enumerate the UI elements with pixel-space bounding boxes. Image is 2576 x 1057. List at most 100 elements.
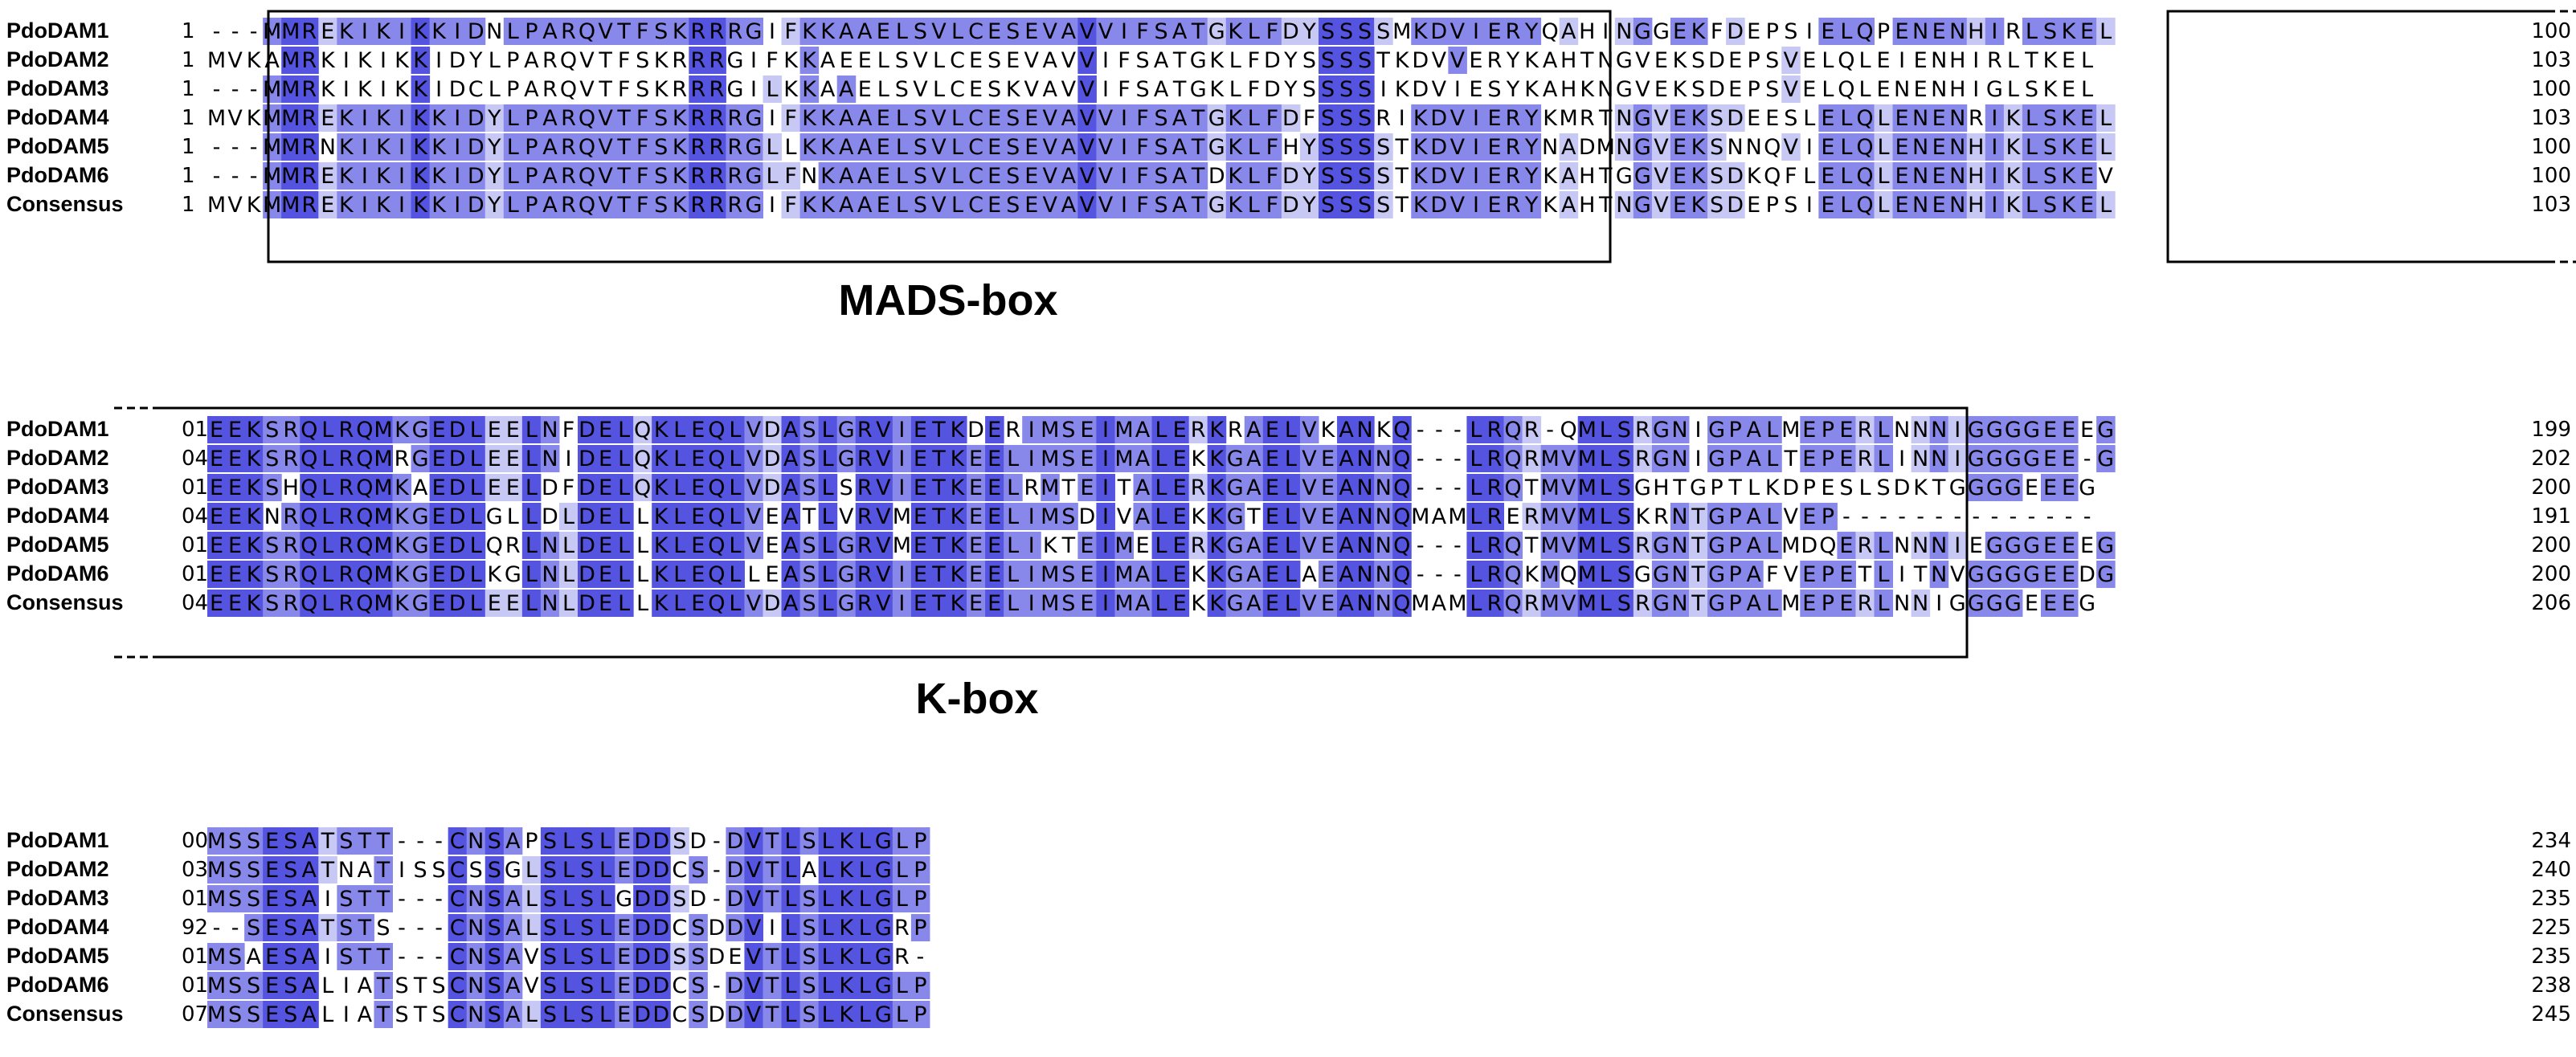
residue: K	[1191, 562, 1206, 587]
residue: E	[265, 887, 279, 912]
residue: E	[321, 19, 334, 44]
residue: S	[840, 475, 853, 500]
residue: L	[1840, 106, 1852, 131]
residue: V	[1450, 19, 1466, 44]
residue: -	[398, 916, 406, 941]
residue: L	[562, 887, 574, 912]
residue: I	[399, 106, 405, 131]
residue: M	[207, 973, 226, 998]
residue: S	[432, 858, 446, 883]
residue-shade	[763, 133, 783, 161]
residue-shade	[707, 47, 726, 74]
residue: K	[1691, 135, 1707, 160]
sequence-start-position: 1	[182, 135, 195, 159]
residue: Q	[708, 591, 725, 616]
residue: A	[783, 562, 799, 587]
residue-shade	[2022, 162, 2042, 190]
residue: G	[1227, 447, 1244, 471]
residue-shade	[2003, 162, 2023, 190]
residue: R	[1506, 135, 1521, 160]
residue: E	[1006, 48, 1020, 73]
residue: E	[987, 504, 1001, 529]
residue: I	[565, 447, 571, 471]
residue-shade	[2078, 104, 2097, 132]
residue: E	[1266, 475, 1279, 500]
residue: E	[691, 418, 705, 443]
residue: L	[599, 887, 611, 912]
residue: G	[726, 77, 743, 102]
residue: A	[505, 829, 521, 854]
residue: E	[265, 916, 279, 941]
residue: I	[380, 77, 386, 102]
residue-shade	[781, 162, 801, 190]
residue-shade	[540, 191, 560, 218]
residue-shade	[1726, 18, 1745, 45]
residue: E	[1135, 533, 1149, 558]
residue: L	[618, 475, 630, 500]
residue: R	[301, 164, 317, 189]
residue: Q	[301, 475, 317, 500]
residue: D	[468, 135, 485, 160]
residue-shade	[707, 133, 726, 161]
residue: A	[505, 945, 521, 969]
residue-shade	[337, 104, 356, 132]
residue: G	[1949, 475, 1966, 500]
residue: E	[599, 591, 612, 616]
residue: S	[395, 1002, 408, 1027]
residue: E	[506, 591, 520, 616]
residue: E	[1487, 135, 1501, 160]
residue-shade	[1522, 104, 1542, 132]
residue: K	[413, 48, 428, 73]
residue-shade	[1151, 18, 1171, 45]
residue: -	[1953, 504, 1961, 529]
sequence-start-position: 1	[182, 19, 195, 43]
residue: K	[1228, 106, 1243, 131]
residue-shade	[1337, 76, 1356, 103]
residue: R	[709, 135, 724, 160]
residue-shade	[1151, 104, 1171, 132]
residue: S	[1321, 135, 1335, 160]
residue: G	[2023, 418, 2040, 443]
residue: K	[395, 418, 410, 443]
residue: C	[450, 916, 465, 941]
residue: L	[1248, 19, 1260, 44]
residue-shade	[2078, 162, 2097, 190]
residue: L	[525, 916, 538, 941]
residue: K	[1228, 193, 1243, 218]
residue: T	[765, 887, 779, 912]
residue: E	[617, 916, 631, 941]
residue: E	[1932, 19, 1946, 44]
residue: D	[652, 858, 669, 883]
residue: R	[561, 19, 576, 44]
residue: D	[652, 1002, 669, 1027]
residue: L	[822, 829, 834, 854]
residue-shade	[1818, 104, 1838, 132]
residue-shade	[633, 133, 652, 161]
residue: R	[301, 19, 317, 44]
sequence-end-position: 206	[2531, 591, 2571, 615]
residue: I	[1102, 562, 1109, 587]
residue-shade	[2022, 18, 2042, 45]
residue: R	[1487, 447, 1503, 471]
residue: D	[449, 562, 466, 587]
residue: -	[250, 135, 258, 160]
residue: K	[247, 591, 262, 616]
residue: I	[343, 1002, 350, 1027]
residue: L	[2007, 48, 2019, 73]
residue: S	[654, 193, 668, 218]
residue-shade	[540, 104, 560, 132]
residue: L	[618, 504, 630, 529]
residue: A	[302, 945, 317, 969]
residue-shade	[1689, 133, 1708, 161]
residue: R	[283, 591, 298, 616]
residue: T	[1524, 475, 1539, 500]
residue: D	[1264, 48, 1281, 73]
residue: V	[746, 973, 762, 998]
residue: S	[339, 945, 353, 969]
residue: E	[228, 562, 242, 587]
residue: G	[1634, 562, 1651, 587]
residue: Q	[1393, 591, 1410, 616]
residue: M	[1041, 475, 1059, 500]
residue: N	[1912, 447, 1928, 471]
residue-shade	[1244, 18, 1264, 45]
